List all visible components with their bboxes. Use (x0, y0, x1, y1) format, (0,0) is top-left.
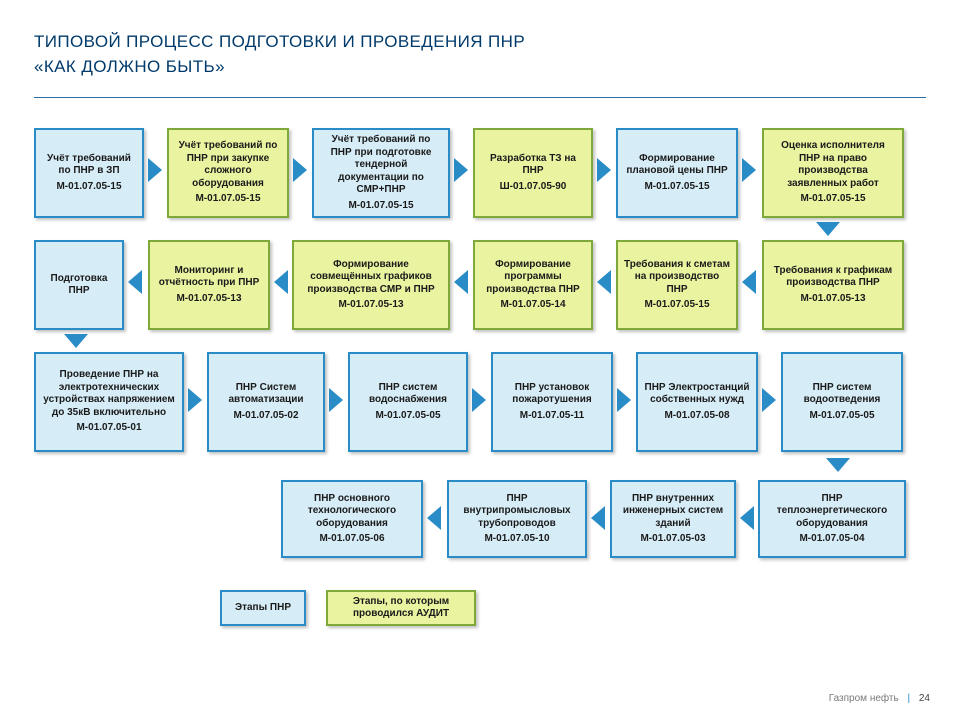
node-code: М-01.07.05-15 (195, 193, 260, 206)
node-label: Проведение ПНР на электротехнических уст… (42, 369, 176, 419)
flow-node-n2: Учёт требований по ПНР при подготовке те… (312, 128, 450, 218)
node-label: ПНР Электростанций собственных нужд (644, 382, 750, 407)
flow-arrow-19 (591, 506, 605, 530)
node-code: М-01.07.05-01 (76, 422, 141, 435)
flow-node-n15: ПНР установок пожаротушения М-01.07.05-11 (491, 352, 613, 452)
node-code: М-01.07.05-08 (664, 410, 729, 423)
node-label: Учёт требований по ПНР при подготовке те… (320, 134, 442, 197)
node-label: Формирование программы производства ПНР (481, 259, 585, 297)
node-code: М-01.07.05-14 (500, 299, 565, 312)
flow-node-n21: ПНР основного технологического оборудова… (281, 480, 423, 558)
flow-arrow-20 (427, 506, 441, 530)
node-label: ПНР Систем автоматизации (215, 382, 317, 407)
flowchart-canvas: Учёт требований по ПНР в ЗП М-01.07.05-15… (0, 100, 960, 700)
flow-node-n14: ПНР систем водоснабжения М-01.07.05-05 (348, 352, 468, 452)
node-code: М-01.07.05-04 (799, 533, 864, 546)
node-code: М-01.07.05-06 (319, 533, 384, 546)
node-label: Мониторинг и отчётность при ПНР (156, 265, 262, 290)
node-label: Учёт требований по ПНР в ЗП (42, 153, 136, 178)
node-label: Учёт требований по ПНР при закупке сложн… (175, 140, 281, 190)
node-label: ПНР систем водоотведения (789, 382, 895, 407)
node-label: Требования к сметам на производство ПНР (624, 259, 730, 297)
flow-node-n3: Разработка ТЗ на ПНР Ш-01.07.05-90 (473, 128, 593, 218)
node-label: Формирование совмещённых графиков произв… (300, 259, 442, 297)
flow-arrow-13 (329, 388, 343, 412)
node-code: М-01.07.05-15 (800, 193, 865, 206)
node-code: Ш-01.07.05-90 (500, 181, 567, 194)
page-title: ТИПОВОЙ ПРОЦЕСС ПОДГОТОВКИ И ПРОВЕДЕНИЯ … (34, 30, 525, 79)
footer-separator: | (907, 693, 910, 704)
title-line-1: ТИПОВОЙ ПРОЦЕСС ПОДГОТОВКИ И ПРОВЕДЕНИЯ … (34, 30, 525, 55)
flow-node-n19: ПНР внутренних инженерных систем зданий М… (610, 480, 736, 558)
node-label: ПНР установок пожаротушения (499, 382, 605, 407)
node-label: ПНР внутренних инженерных систем зданий (618, 493, 728, 531)
node-label: Требования к графикам производства ПНР (770, 265, 896, 290)
node-label: Формирование плановой цены ПНР (624, 153, 730, 178)
flow-node-n20: ПНР внутрипромысловых трубопроводов М-01.… (447, 480, 587, 558)
footer-company: Газпром нефть (829, 693, 899, 704)
flow-arrow-18 (740, 506, 754, 530)
flow-node-n12: Проведение ПНР на электротехнических уст… (34, 352, 184, 452)
flow-arrow-9 (274, 270, 288, 294)
flow-arrow-5 (816, 222, 840, 236)
node-code: М-01.07.05-05 (375, 410, 440, 423)
flow-arrow-11 (64, 334, 88, 348)
flow-arrow-0 (148, 158, 162, 182)
flow-node-n4: Формирование плановой цены ПНР М-01.07.05… (616, 128, 738, 218)
flow-arrow-12 (188, 388, 202, 412)
flow-node-n0: Учёт требований по ПНР в ЗП М-01.07.05-15 (34, 128, 144, 218)
flow-arrow-16 (762, 388, 776, 412)
flow-arrow-10 (128, 270, 142, 294)
node-label: Разработка ТЗ на ПНР (481, 153, 585, 178)
flow-arrow-15 (617, 388, 631, 412)
node-label: ПНР теплоэнергетического оборудования (766, 493, 898, 531)
node-code: М-01.07.05-13 (338, 299, 403, 312)
node-label: Этапы ПНР (235, 602, 291, 615)
node-label: ПНР систем водоснабжения (356, 382, 460, 407)
footer: Газпром нефть | 24 (829, 693, 930, 704)
flow-arrow-1 (293, 158, 307, 182)
flow-node-n8: Формирование программы производства ПНР М… (473, 240, 593, 330)
node-code: М-01.07.05-15 (644, 299, 709, 312)
node-code: М-01.07.05-11 (520, 410, 585, 423)
node-label: ПНР основного технологического оборудова… (289, 493, 415, 531)
node-code: М-01.07.05-15 (644, 181, 709, 194)
node-label: Этапы, по которым проводился АУДИТ (334, 596, 468, 621)
node-code: М-01.07.05-13 (176, 293, 241, 306)
node-code: М-01.07.05-03 (640, 533, 705, 546)
node-label: ПНР внутрипромысловых трубопроводов (455, 493, 579, 531)
flow-node-n9: Формирование совмещённых графиков произв… (292, 240, 450, 330)
flow-node-n7: Требования к сметам на производство ПНР М… (616, 240, 738, 330)
node-label: Подготовка ПНР (42, 273, 116, 298)
node-code: М-01.07.05-10 (484, 533, 549, 546)
title-rule (34, 97, 926, 98)
flow-arrow-6 (742, 270, 756, 294)
node-code: М-01.07.05-15 (56, 181, 121, 194)
flow-node-lg1: Этапы, по которым проводился АУДИТ (326, 590, 476, 626)
flow-node-n11: Подготовка ПНР (34, 240, 124, 330)
flow-arrow-17 (826, 458, 850, 472)
flow-node-lg0: Этапы ПНР (220, 590, 306, 626)
flow-arrow-2 (454, 158, 468, 182)
flow-node-n16: ПНР Электростанций собственных нужд М-01.… (636, 352, 758, 452)
flow-node-n6: Требования к графикам производства ПНР М-… (762, 240, 904, 330)
node-code: М-01.07.05-02 (233, 410, 298, 423)
node-code: М-01.07.05-15 (348, 200, 413, 213)
flow-node-n1: Учёт требований по ПНР при закупке сложн… (167, 128, 289, 218)
flow-arrow-3 (597, 158, 611, 182)
node-label: Оценка исполнителя ПНР на право производ… (770, 140, 896, 190)
flow-arrow-4 (742, 158, 756, 182)
flow-node-n17: ПНР систем водоотведения М-01.07.05-05 (781, 352, 903, 452)
flow-arrow-7 (597, 270, 611, 294)
flow-arrow-14 (472, 388, 486, 412)
flow-node-n13: ПНР Систем автоматизации М-01.07.05-02 (207, 352, 325, 452)
node-code: М-01.07.05-05 (809, 410, 874, 423)
title-line-2: «КАК ДОЛЖНО БЫТЬ» (34, 55, 525, 80)
flow-node-n10: Мониторинг и отчётность при ПНР М-01.07.0… (148, 240, 270, 330)
flow-arrow-8 (454, 270, 468, 294)
flow-node-n18: ПНР теплоэнергетического оборудования М-0… (758, 480, 906, 558)
footer-page: 24 (919, 693, 930, 704)
flow-node-n5: Оценка исполнителя ПНР на право производ… (762, 128, 904, 218)
node-code: М-01.07.05-13 (800, 293, 865, 306)
